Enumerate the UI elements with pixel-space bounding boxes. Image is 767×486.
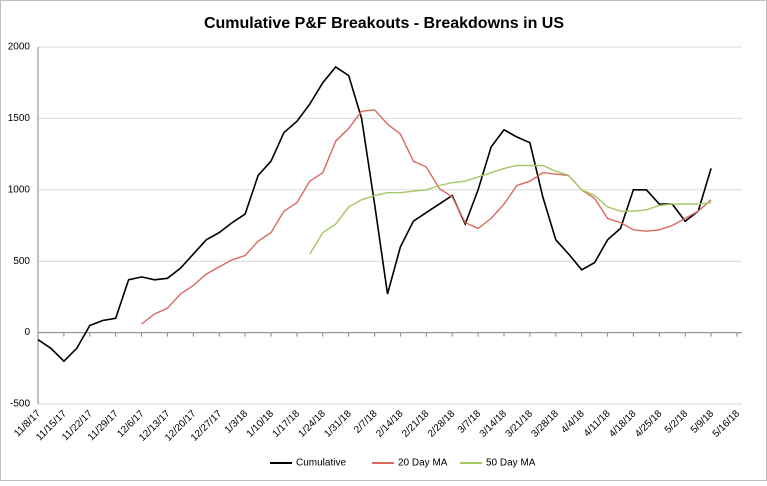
series-line <box>37 65 712 363</box>
y-tick-label: 1000 <box>8 184 31 195</box>
y-tick-label: 1500 <box>8 113 31 124</box>
y-tick-label: 500 <box>13 256 30 267</box>
y-tick-label: 0 <box>24 327 30 338</box>
series-line <box>141 109 712 325</box>
y-tick-label: -500 <box>10 399 30 410</box>
y-tick-label: 2000 <box>8 42 31 53</box>
chart-title: Cumulative P&F Breakouts - Breakdowns in… <box>204 15 564 32</box>
series-line <box>309 164 712 255</box>
legend-label: 50 Day MA <box>486 458 536 469</box>
legend-label: Cumulative <box>296 458 346 469</box>
legend-label: 20 Day MA <box>398 458 448 469</box>
